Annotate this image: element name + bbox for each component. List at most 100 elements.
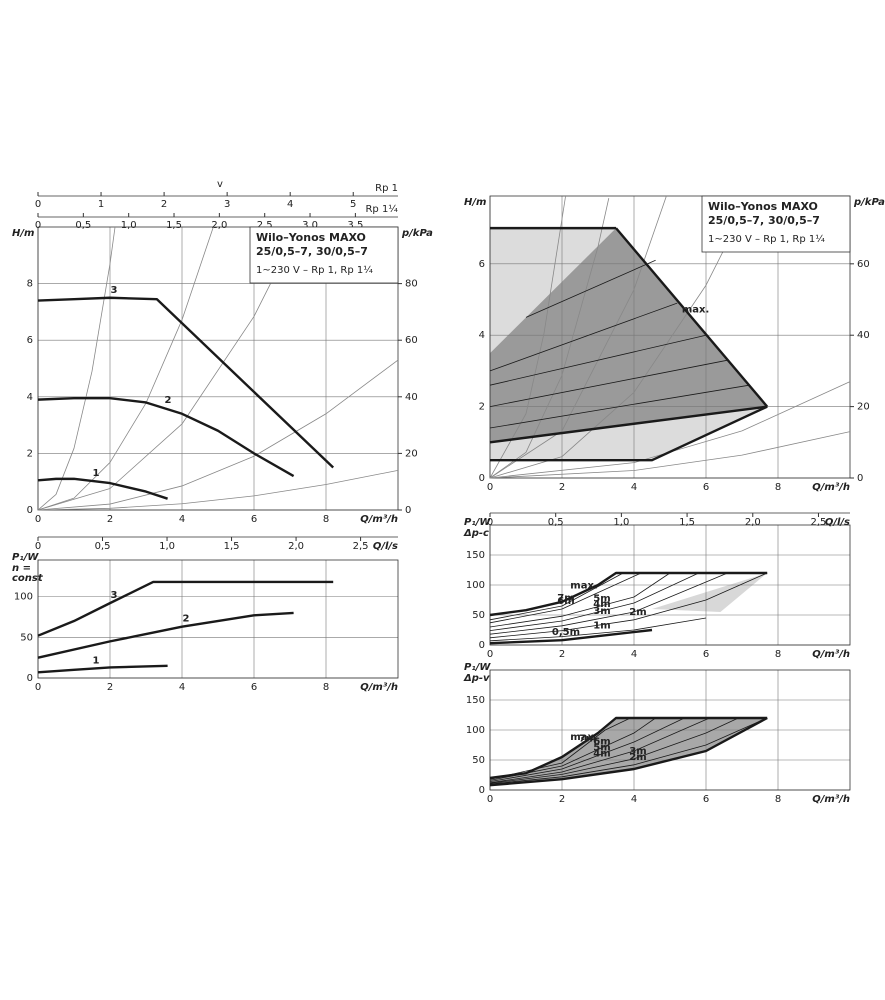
title-box	[701, 195, 851, 253]
secondary-tick-label: 4	[287, 199, 293, 210]
curve-label: 1m	[593, 620, 610, 631]
y-tick-label: 0	[479, 640, 485, 651]
x-tick-label: 0	[35, 682, 41, 693]
curve	[37, 611, 294, 659]
curve	[489, 628, 653, 645]
secondary-tick-label: 2,5	[257, 220, 273, 231]
curve	[489, 717, 710, 784]
secondary-tick-label: 0	[35, 220, 41, 231]
secondary-tick-label: 2,0	[288, 541, 304, 552]
secondary-axis-label: v	[217, 179, 223, 190]
secondary-tick-label: 2,0	[745, 517, 761, 528]
x-tick-label: 8	[775, 794, 781, 805]
y-tick-label: 4	[479, 330, 485, 341]
y-axis-label: P₁/W	[12, 552, 39, 563]
x-tick-label: 8	[323, 682, 329, 693]
mode-label: Δp-c	[463, 528, 489, 539]
curve	[37, 359, 399, 511]
x-tick-label: 6	[251, 682, 257, 693]
secondary-tick-label: 1,0	[159, 541, 175, 552]
secondary-tick-label: 2,0	[211, 220, 227, 231]
curve-label: 2m	[629, 607, 646, 618]
curve	[525, 259, 656, 318]
y-tick-label: 50	[472, 755, 485, 766]
chart-title: 25/0,5–7, 30/0,5–7	[708, 214, 820, 227]
secondary-tick-label: 0	[35, 541, 41, 552]
x-tick-label: 2	[559, 482, 565, 493]
y-tick-label: 4	[27, 392, 33, 403]
plot-frame	[37, 559, 399, 679]
curve	[37, 580, 334, 637]
y2-tick-label: 0	[857, 473, 863, 484]
x-tick-label: 0	[487, 794, 493, 805]
y-tick-label: 8	[27, 279, 33, 290]
x-tick-label: 6	[703, 794, 709, 805]
x-axis-label: Q/m³/h	[812, 482, 850, 493]
x-tick-label: 0	[487, 649, 493, 660]
curve	[489, 717, 768, 785]
curve	[489, 717, 656, 781]
x-tick-label: 2	[559, 649, 565, 660]
region	[652, 573, 768, 612]
chart-subtitle: 1~230 V – Rp 1, Rp 1¼	[256, 264, 373, 276]
curve	[37, 226, 300, 511]
y-tick-label: 100	[466, 580, 485, 591]
y-tick-label: 0	[479, 785, 485, 796]
curve-label: 5m	[593, 594, 610, 605]
secondary-tick-label: 1,5	[679, 517, 695, 528]
y2-tick-label: 60	[405, 335, 418, 346]
x-tick-label: 8	[323, 514, 329, 525]
curve	[489, 572, 624, 621]
title-box	[249, 226, 399, 284]
chart-title: 25/0,5–7, 30/0,5–7	[256, 245, 368, 258]
curve-label: 3	[111, 590, 118, 601]
curve	[37, 226, 214, 511]
secondary-tick-label: 3	[224, 199, 230, 210]
y-axis-label: H/m	[464, 197, 486, 208]
y2-axis-label: p/kPa	[401, 228, 433, 239]
y-tick-label: 6	[27, 335, 33, 346]
secondary-tick-label: 5	[350, 199, 356, 210]
secondary-tick-label: 2,5	[811, 517, 827, 528]
curve-label: 4m	[593, 749, 610, 760]
y2-tick-label: 40	[857, 330, 870, 341]
x-tick-label: 8	[775, 482, 781, 493]
curve	[615, 227, 769, 408]
y-tick-label: 100	[466, 725, 485, 736]
plot-frame	[37, 226, 399, 511]
secondary-tick-label: 0,5	[548, 517, 564, 528]
y-tick-label: 0	[27, 673, 33, 684]
x-tick-label: 6	[251, 514, 257, 525]
y-tick-label: 0	[479, 473, 485, 484]
secondary-tick-label: 1,0	[121, 220, 137, 231]
secondary-tick-label: 2,5	[353, 541, 369, 552]
y-tick-label: 2	[27, 448, 33, 459]
curve-label: 1	[93, 656, 100, 667]
y-axis-label: P₁/W	[464, 662, 491, 673]
curve	[489, 572, 728, 635]
curve	[489, 717, 739, 784]
curve	[489, 717, 631, 780]
y-tick-label: 150	[466, 550, 485, 561]
secondary-axis-unit: Rp 1	[375, 183, 398, 194]
curve	[489, 195, 566, 479]
chart-subtitle: 1~230 V – Rp 1, Rp 1¼	[708, 233, 825, 245]
x-tick-label: 2	[107, 514, 113, 525]
secondary-tick-label: 0,5	[75, 220, 91, 231]
y2-tick-label: 40	[405, 392, 418, 403]
curve-label: max.	[682, 304, 709, 315]
y-tick-label: 6	[479, 259, 485, 270]
secondary-tick-label: 3,5	[347, 220, 363, 231]
y2-tick-label: 80	[405, 279, 418, 290]
y-tick-label: 50	[20, 632, 33, 643]
curve-label: 7m	[579, 734, 596, 745]
secondary-tick-label: 3,0	[302, 220, 318, 231]
curve	[489, 717, 685, 782]
y-tick-label: 100	[14, 592, 33, 603]
x-tick-label: 4	[631, 482, 637, 493]
curve	[37, 296, 335, 469]
y-tick-label: 2	[479, 402, 485, 413]
x-axis-label: Q/m³/h	[812, 649, 850, 660]
curve	[489, 572, 671, 628]
